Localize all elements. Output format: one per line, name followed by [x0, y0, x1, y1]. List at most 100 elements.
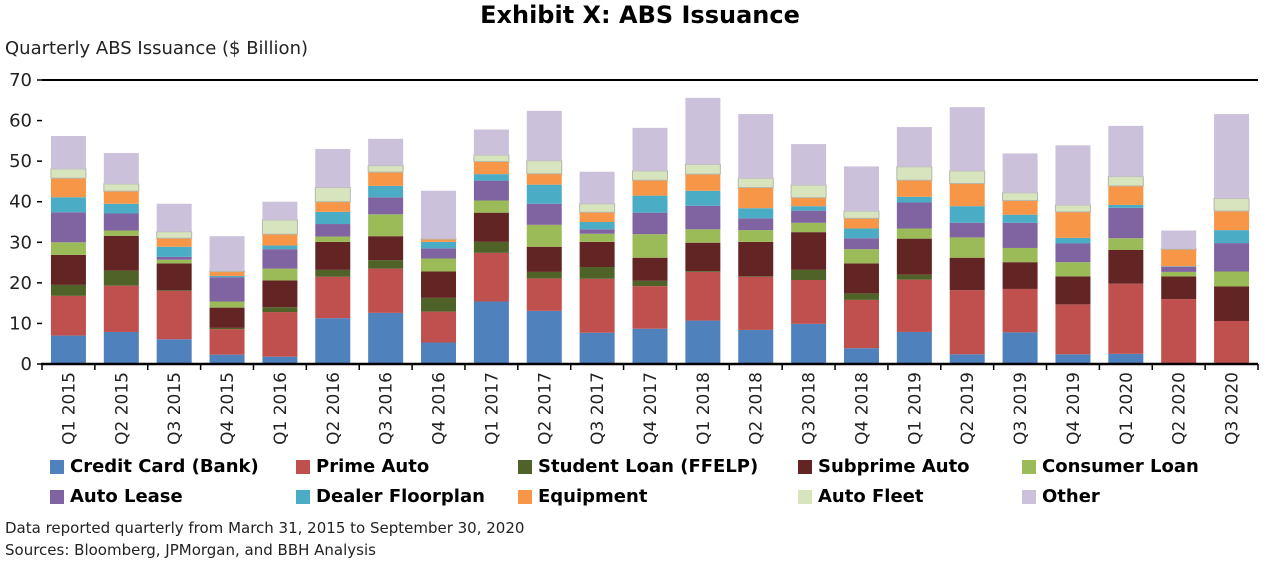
bar-segment: [1108, 249, 1144, 284]
bar-segment: [209, 277, 245, 302]
y-tick-label: 0: [21, 354, 32, 375]
bar-segment: [209, 354, 245, 364]
bar-segment: [632, 328, 668, 364]
bar-segment: [103, 230, 139, 236]
bar-segment: [314, 187, 351, 203]
bar-segment: [1002, 247, 1038, 263]
bar-segment: [473, 212, 509, 242]
x-tick-label: Q1 2019: [905, 372, 925, 445]
legend-swatch: [296, 489, 310, 504]
bar-segment: [685, 97, 721, 165]
bar-segment: [791, 210, 827, 223]
bar-segment: [421, 239, 457, 242]
bar-segment: [315, 224, 351, 237]
bar-segment: [209, 270, 246, 273]
legend-swatch: [518, 459, 532, 474]
bar-segment: [1161, 266, 1197, 267]
bar-segment: [315, 236, 351, 242]
bar-segment: [473, 154, 510, 163]
bar-segment: [262, 307, 298, 313]
bar-segment: [738, 329, 774, 364]
bar-segment: [1054, 204, 1091, 213]
bar-segment: [843, 218, 879, 229]
bar-segment: [262, 280, 298, 308]
bar-segment: [368, 214, 404, 237]
bar-segment: [50, 295, 86, 336]
y-tick-label: 30: [9, 232, 32, 253]
bar-segment: [50, 335, 86, 364]
bar-segment: [368, 197, 404, 215]
bar-segment: [685, 205, 721, 230]
y-tick-label: 60: [9, 111, 32, 132]
bar-segment: [843, 166, 879, 212]
bar-segment: [421, 271, 457, 298]
bar-segment: [1161, 230, 1197, 249]
bar-segment: [1055, 211, 1091, 238]
bar-segment: [949, 290, 985, 355]
x-tick-label: Q3 2015: [165, 372, 185, 445]
bar-segment: [1055, 262, 1091, 277]
bar-segment: [579, 332, 615, 364]
legend-swatch: [1022, 489, 1036, 504]
bar-segment: [1161, 249, 1197, 267]
legend-swatch: [1022, 459, 1036, 474]
bar-segment: [843, 238, 879, 250]
x-tick-label: Q2 2017: [535, 372, 555, 445]
bar-segment: [1002, 288, 1038, 333]
legend-label: Auto Fleet: [818, 486, 924, 507]
bar-segment: [156, 256, 192, 260]
bar-segment: [315, 201, 351, 212]
bar-segment: [1161, 299, 1197, 364]
x-tick-label: Q1 2020: [1117, 372, 1137, 445]
bar-segment: [791, 323, 827, 364]
bar-segment: [50, 212, 86, 243]
bar-segment: [791, 206, 827, 211]
y-tick-label: 50: [9, 151, 32, 172]
legend-label: Consumer Loan: [1042, 456, 1199, 477]
bar-segment: [156, 290, 192, 340]
bar-segment: [526, 271, 562, 279]
bar-segment: [791, 222, 827, 233]
bar-segment: [421, 241, 457, 249]
bar-segment: [1002, 332, 1038, 364]
y-axis-label: Quarterly ABS Issuance ($ Billion): [5, 38, 309, 59]
bar-segment: [156, 263, 192, 291]
bar-segment: [843, 228, 879, 239]
bar-segment: [949, 257, 985, 291]
x-tick-label: Q3 2018: [800, 372, 820, 445]
bar-segment: [1108, 238, 1144, 250]
bar-segment: [738, 276, 774, 277]
bar-segment: [1055, 354, 1091, 364]
bar-segment: [103, 183, 140, 192]
bar-segment: [579, 212, 615, 222]
chart-title: Exhibit X: ABS Issuance: [480, 1, 800, 29]
bar-segment: [738, 230, 774, 242]
legend-label: Student Loan (FFELP): [538, 456, 759, 477]
bar-segment: [685, 271, 721, 321]
bar-segment: [103, 213, 139, 231]
x-tick-label: Q4 2019: [1064, 372, 1084, 445]
bar-segment: [738, 187, 774, 209]
y-tick-label: 10: [9, 313, 32, 334]
bar-segment: [261, 219, 298, 235]
bar-segment: [209, 307, 245, 328]
bar-segment: [579, 278, 615, 333]
bar-segment: [791, 232, 827, 270]
bar-segment: [1214, 211, 1250, 231]
bar-segment: [1214, 114, 1250, 199]
bar-segment: [1160, 248, 1197, 250]
bar-segment: [685, 174, 721, 191]
bar-segment: [843, 299, 879, 349]
bar-segment: [790, 184, 827, 199]
bar-segment: [473, 252, 509, 302]
legend-label: Auto Lease: [70, 486, 183, 507]
bar-segment: [262, 245, 298, 250]
bar-segment: [1002, 192, 1039, 201]
bar-segment: [632, 280, 668, 287]
bar-segment: [685, 190, 721, 206]
x-tick-label: Q3 2020: [1223, 372, 1243, 445]
bar-segment: [685, 229, 721, 243]
bar-segment: [1214, 243, 1250, 272]
bar-segment: [896, 228, 932, 239]
bar-segment: [156, 203, 192, 232]
